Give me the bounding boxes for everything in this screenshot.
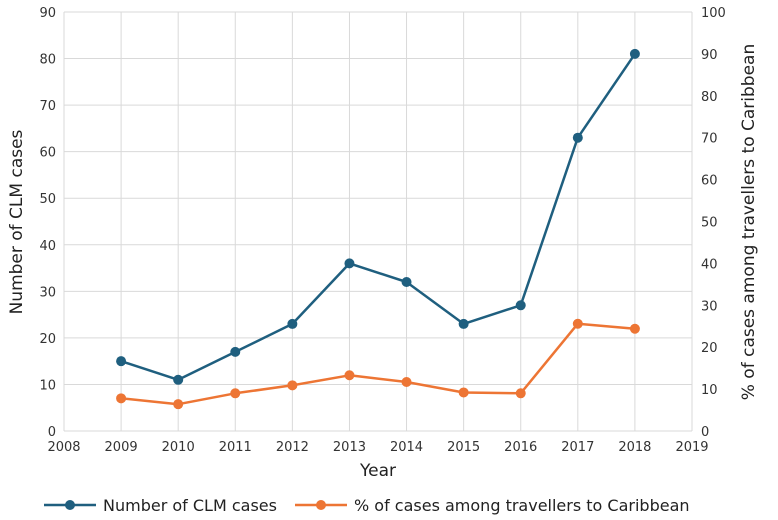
right-y-tick-label: 50 — [701, 216, 718, 231]
right-y-tick-label: 0 — [701, 425, 709, 440]
x-tick-label: 2014 — [390, 440, 423, 455]
data-point-caribbean-percent — [287, 380, 298, 391]
legend-label-caribbean-percent: % of cases among travellers to Caribbean — [354, 496, 690, 515]
right-y-tick-label: 40 — [701, 257, 718, 272]
x-tick-label: 2011 — [219, 440, 252, 455]
legend-marker-caribbean-percent — [316, 500, 326, 510]
left-y-tick-label: 70 — [39, 99, 56, 114]
x-tick-label: 2010 — [162, 440, 195, 455]
left-y-tick-label: 90 — [39, 6, 56, 21]
x-tick-label: 2016 — [504, 440, 537, 455]
right-y-axis-ticks: 0 10 20 30 40 50 60 70 80 90 100 — [701, 6, 726, 440]
right-y-tick-label: 20 — [701, 341, 718, 356]
right-y-tick-label: 30 — [701, 299, 718, 314]
data-point-caribbean-percent — [515, 388, 526, 399]
x-tick-label: 2009 — [105, 440, 138, 455]
data-point-caribbean-percent — [458, 387, 469, 398]
right-y-axis-title: % of cases among travellers to Caribbean — [739, 44, 759, 401]
right-y-tick-label: 10 — [701, 383, 718, 398]
x-axis-title: Year — [359, 461, 396, 481]
data-point-clm-cases — [287, 318, 298, 329]
data-point-clm-cases — [230, 346, 241, 357]
legend: Number of CLM cases % of cases among trav… — [44, 496, 690, 515]
left-y-tick-label: 10 — [39, 378, 56, 393]
data-point-caribbean-percent — [401, 376, 412, 387]
x-tick-label: 2017 — [561, 440, 594, 455]
x-axis-ticks: 2008 2009 2010 2011 2012 2013 2014 2015 2016 2017… — [47, 440, 708, 455]
data-point-caribbean-percent — [173, 399, 184, 410]
left-y-axis-ticks: 0 10 20 30 40 50 60 70 80 90 — [39, 6, 56, 440]
legend-marker-clm-cases — [65, 500, 75, 510]
data-point-caribbean-percent — [116, 393, 127, 404]
left-y-tick-label: 20 — [39, 332, 56, 347]
left-y-tick-label: 40 — [39, 239, 56, 254]
left-y-tick-label: 50 — [39, 192, 56, 207]
grid — [63, 11, 693, 432]
x-tick-label: 2013 — [333, 440, 366, 455]
x-tick-label: 2008 — [47, 440, 80, 455]
left-y-axis-title: Number of CLM cases — [7, 129, 27, 314]
data-point-clm-cases — [458, 318, 469, 329]
right-y-tick-label: 70 — [701, 132, 718, 147]
data-point-caribbean-percent — [230, 388, 241, 399]
right-y-tick-label: 80 — [701, 90, 718, 105]
data-point-clm-cases — [116, 356, 127, 367]
left-y-tick-label: 30 — [39, 285, 56, 300]
legend-label-clm-cases: Number of CLM cases — [103, 496, 277, 515]
right-y-tick-label: 100 — [701, 6, 726, 21]
left-y-tick-label: 60 — [39, 146, 56, 161]
data-point-caribbean-percent — [344, 370, 355, 381]
x-tick-label: 2019 — [675, 440, 708, 455]
data-point-caribbean-percent — [629, 323, 640, 334]
data-point-clm-cases — [629, 48, 640, 59]
series-line-caribbean-percent — [120, 322, 636, 406]
data-point-clm-cases — [344, 258, 355, 269]
x-tick-label: 2012 — [276, 440, 309, 455]
right-y-tick-label: 90 — [701, 48, 718, 63]
data-point-clm-cases — [515, 300, 526, 311]
x-tick-label: 2015 — [447, 440, 480, 455]
left-y-tick-label: 0 — [48, 425, 56, 440]
data-point-clm-cases — [572, 132, 583, 143]
x-tick-label: 2018 — [618, 440, 651, 455]
series-group — [116, 48, 640, 410]
data-point-clm-cases — [401, 277, 412, 288]
series-line-clm-cases — [120, 53, 636, 382]
right-y-tick-label: 60 — [701, 174, 718, 189]
data-point-caribbean-percent — [572, 318, 583, 329]
left-y-tick-label: 80 — [39, 53, 56, 68]
data-point-clm-cases — [173, 374, 184, 385]
